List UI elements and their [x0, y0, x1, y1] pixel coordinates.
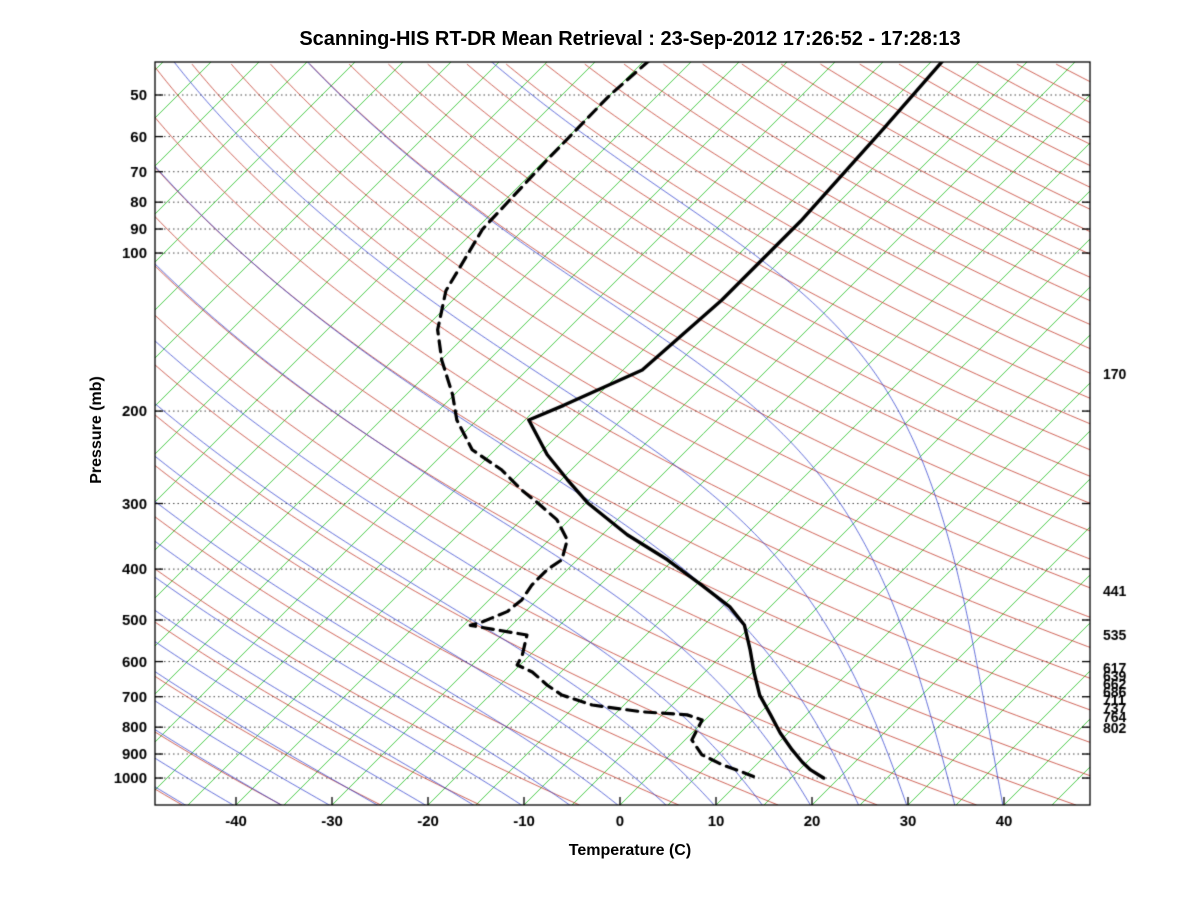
chart-title: Scanning-HIS RT-DR Mean Retrieval : 23-S…	[299, 28, 961, 50]
x-axis-label: Temperature (C)	[568, 842, 692, 859]
y-axis-label: Pressure (mb)	[88, 376, 105, 484]
